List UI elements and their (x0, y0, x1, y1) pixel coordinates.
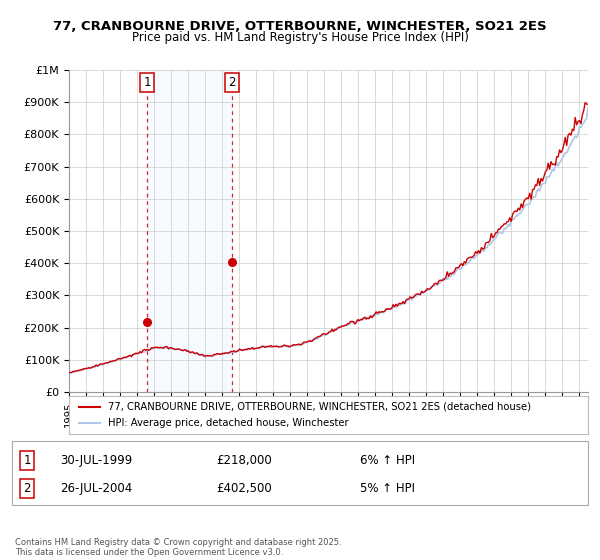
Text: 77, CRANBOURNE DRIVE, OTTERBOURNE, WINCHESTER, SO21 2ES (detached house): 77, CRANBOURNE DRIVE, OTTERBOURNE, WINCH… (108, 402, 531, 412)
Text: 5% ↑ HPI: 5% ↑ HPI (360, 482, 415, 495)
Text: 30-JUL-1999: 30-JUL-1999 (60, 454, 132, 467)
Text: Price paid vs. HM Land Registry's House Price Index (HPI): Price paid vs. HM Land Registry's House … (131, 31, 469, 44)
Text: 1: 1 (143, 76, 151, 90)
Text: 2: 2 (228, 76, 236, 90)
Bar (147, 70, 232, 392)
Text: 26-JUL-2004: 26-JUL-2004 (60, 482, 132, 495)
Text: 77, CRANBOURNE DRIVE, OTTERBOURNE, WINCHESTER, SO21 2ES: 77, CRANBOURNE DRIVE, OTTERBOURNE, WINCH… (53, 20, 547, 32)
Text: £218,000: £218,000 (216, 454, 272, 467)
Text: £402,500: £402,500 (216, 482, 272, 495)
Text: HPI: Average price, detached house, Winchester: HPI: Average price, detached house, Winc… (108, 418, 349, 428)
Text: Contains HM Land Registry data © Crown copyright and database right 2025.
This d: Contains HM Land Registry data © Crown c… (15, 538, 341, 557)
Text: 6% ↑ HPI: 6% ↑ HPI (360, 454, 415, 467)
Text: 2: 2 (23, 482, 31, 495)
Text: 1: 1 (23, 454, 31, 467)
